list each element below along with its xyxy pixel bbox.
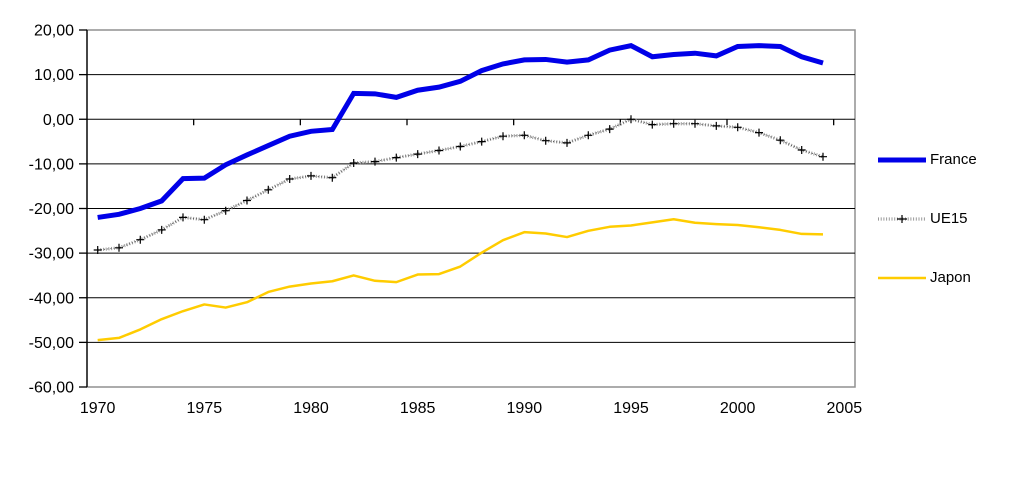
y-axis-tick-label: -40,00 — [29, 290, 74, 307]
ue15-line — [97, 117, 824, 252]
japon-line-swatch — [878, 276, 926, 280]
y-axis-tick-label: -60,00 — [29, 380, 74, 397]
x-axis-tick-label: 1975 — [187, 400, 223, 417]
x-axis-tick-label: 2005 — [827, 400, 863, 417]
x-axis-tick-label: 1995 — [613, 400, 649, 417]
x-axis-tick-label: 1970 — [80, 400, 116, 417]
y-axis-tick-label: -10,00 — [29, 156, 74, 173]
legend-label-ue15: UE15 — [930, 210, 968, 227]
ue15-line-swatch — [878, 215, 926, 223]
x-axis-tick-label: 1985 — [400, 400, 436, 417]
x-axis-tick-label: 1990 — [507, 400, 543, 417]
legend-item-japon: Japon — [877, 267, 977, 289]
legend-item-france: France — [877, 149, 977, 171]
y-axis-tick-label: -20,00 — [29, 201, 74, 218]
legend-label-japon: Japon — [930, 269, 971, 286]
france-line-swatch — [878, 157, 926, 163]
ue15-plus-markers — [93, 115, 827, 254]
y-axis-tick-label: 0,00 — [43, 112, 74, 129]
chart-legend: France UE15 Japon — [877, 149, 977, 326]
y-axis-tick-label: -30,00 — [29, 246, 74, 263]
legend-item-ue15: UE15 — [877, 208, 977, 230]
legend-label-france: France — [930, 151, 977, 168]
france-line — [97, 42, 824, 220]
y-axis-tick-label: -50,00 — [29, 335, 74, 352]
y-axis-tick-label: 10,00 — [34, 67, 74, 84]
x-axis-tick-label: 1980 — [293, 400, 329, 417]
japon-line — [97, 217, 824, 342]
y-axis-tick-label: 20,00 — [34, 23, 74, 40]
x-axis-tick-label: 2000 — [720, 400, 756, 417]
ue15-line-core — [97, 118, 824, 251]
